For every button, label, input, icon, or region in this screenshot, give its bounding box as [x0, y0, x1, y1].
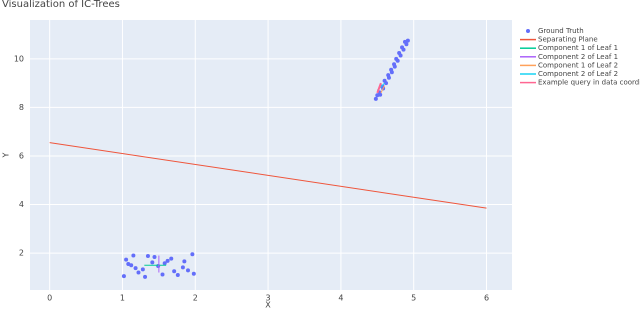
point: [191, 271, 196, 276]
point: [392, 62, 397, 67]
y-tick-label: 8: [19, 103, 24, 112]
point: [129, 263, 134, 268]
x-tick-label: 3: [266, 294, 271, 303]
point: [133, 266, 138, 271]
plot-area: [30, 20, 512, 290]
x-tick-label: 5: [411, 294, 416, 303]
point: [389, 67, 394, 72]
point: [160, 272, 165, 277]
point: [152, 254, 157, 259]
point: [145, 254, 150, 259]
point: [185, 268, 190, 273]
point: [140, 267, 145, 272]
legend-symbol: [526, 29, 530, 33]
point: [375, 93, 380, 98]
point: [397, 51, 402, 56]
point: [131, 253, 136, 258]
point: [124, 257, 129, 262]
legend-label: Ground Truth: [538, 27, 584, 35]
point: [382, 78, 387, 83]
legend-label: Component 2 of Leaf 1: [538, 53, 618, 61]
legend-label: Component 1 of Leaf 2: [538, 61, 618, 69]
y-tick-label: 4: [19, 200, 24, 209]
legend-label: Separating Plane: [538, 36, 598, 44]
point: [150, 260, 155, 265]
y-tick-label: 6: [19, 151, 24, 160]
point: [172, 269, 177, 274]
x-tick-label: 2: [193, 294, 198, 303]
point: [156, 263, 161, 268]
point: [175, 272, 180, 277]
point: [373, 96, 378, 101]
legend-label: Component 1 of Leaf 1: [538, 44, 618, 52]
point: [143, 274, 148, 279]
point: [400, 45, 405, 50]
x-tick-label: 1: [120, 294, 125, 303]
point: [180, 265, 185, 270]
legend-label: Example query in data coordinates: [538, 79, 640, 87]
point: [162, 261, 167, 266]
x-tick-label: 6: [484, 294, 489, 303]
x-tick-label: 4: [338, 294, 343, 303]
point: [405, 38, 410, 43]
point: [182, 259, 187, 264]
x-tick-label: 0: [47, 294, 52, 303]
point: [169, 256, 174, 261]
series-line: [380, 85, 386, 94]
y-tick-label: 2: [19, 249, 24, 258]
point: [190, 252, 195, 257]
chart-title: Visualization of IC-Trees: [2, 0, 120, 10]
y-tick-label: 10: [14, 54, 24, 63]
series-line: [376, 82, 382, 94]
y-axis-title: Y: [2, 152, 11, 158]
point: [386, 73, 391, 78]
x-axis-title: X: [265, 301, 271, 310]
series-line: [49, 142, 487, 209]
point: [121, 274, 126, 279]
point: [394, 56, 399, 61]
point: [136, 270, 141, 275]
point: [165, 258, 170, 263]
legend-label: Component 2 of Leaf 2: [538, 70, 618, 78]
